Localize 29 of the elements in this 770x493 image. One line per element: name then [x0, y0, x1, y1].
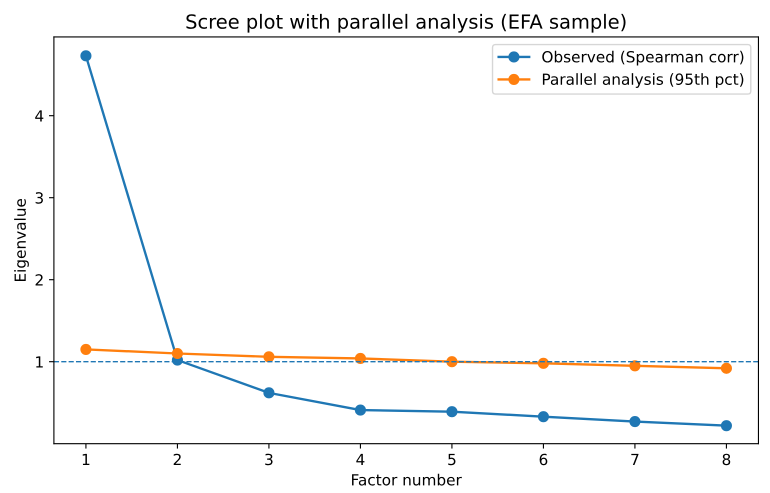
y-tick-label: 3 — [36, 192, 43, 204]
chart-title: Scree plot with parallel analysis (EFA sample) — [186, 14, 626, 33]
legend-label: Observed (Spearman corr) — [542, 50, 744, 66]
point — [629, 360, 640, 372]
x-tick-label: 1 — [82, 454, 90, 466]
x-axis-title: Factor number — [352, 474, 462, 486]
point — [80, 344, 92, 355]
y-tick-label: 4 — [35, 110, 44, 122]
point — [263, 351, 274, 362]
point — [720, 362, 732, 374]
y-axis-title: Eigenvalue — [14, 198, 29, 282]
point — [538, 411, 549, 422]
x-tick-label: 3 — [265, 454, 273, 466]
x-tick-label: 4 — [356, 454, 364, 466]
x-tick-label: 6 — [540, 454, 548, 466]
y-tick-label: 2 — [36, 274, 43, 286]
point — [354, 404, 366, 416]
x-tick-label: 5 — [448, 454, 456, 466]
point — [263, 387, 274, 398]
point — [629, 416, 640, 428]
point — [172, 348, 183, 360]
x-tick-label: 8 — [722, 454, 730, 466]
legend-label: Parallel analysis (95th pct) — [542, 73, 744, 88]
point — [80, 50, 92, 62]
x-tick-label: 2 — [174, 454, 181, 466]
point — [720, 420, 732, 432]
point — [446, 406, 458, 418]
y-tick-label: 1 — [36, 356, 43, 368]
x-tick-label: 7 — [631, 454, 638, 466]
